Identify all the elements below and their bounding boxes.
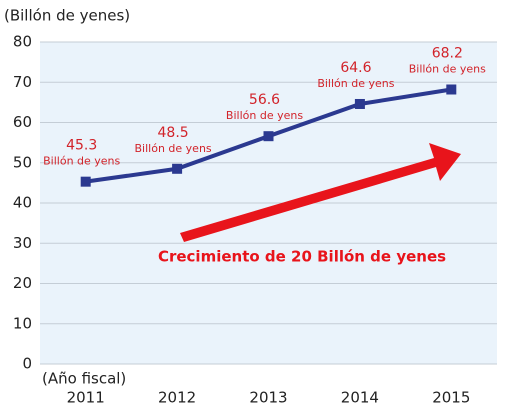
data-label: 56.6: [249, 92, 280, 108]
y-axis-label: (Billón de yenes): [4, 7, 130, 25]
marker: [172, 163, 183, 174]
x-tick-label: 2011: [67, 389, 105, 407]
x-tick-label: 2012: [158, 389, 196, 407]
data-label: 45.3: [66, 138, 97, 154]
growth-arrow: [180, 143, 461, 242]
marker: [446, 84, 457, 95]
y-tick-label: 10: [13, 314, 32, 332]
data-label-unit: Billón de yens: [226, 109, 303, 122]
y-tick-label: 30: [13, 234, 32, 252]
data-label-unit: Billón de yens: [43, 155, 120, 168]
y-tick-label: 20: [13, 274, 32, 292]
data-label: 64.6: [340, 60, 371, 76]
y-tick-label: 80: [13, 33, 32, 51]
y-tick-label: 0: [22, 355, 32, 373]
data-label-unit: Billón de yens: [135, 142, 212, 155]
y-tick-label: 70: [13, 73, 32, 91]
y-tick-label: 50: [13, 153, 32, 171]
x-tick-label: 2015: [432, 389, 470, 407]
marker: [80, 176, 91, 187]
data-label-unit: Billón de yens: [409, 62, 486, 75]
x-tick-label: 2014: [341, 389, 379, 407]
x-tick-label: 2013: [249, 389, 287, 407]
x-axis-label: (Año fiscal): [42, 370, 126, 388]
data-label: 68.2: [432, 45, 463, 61]
data-label: 48.5: [158, 125, 189, 141]
data-label-unit: Billón de yens: [317, 77, 394, 90]
marker: [354, 98, 365, 109]
y-tick-label: 60: [13, 113, 32, 131]
annotation: Crecimiento de 20 Billón de yenes: [158, 248, 446, 266]
marker: [263, 131, 274, 142]
y-tick-label: 40: [13, 194, 32, 212]
